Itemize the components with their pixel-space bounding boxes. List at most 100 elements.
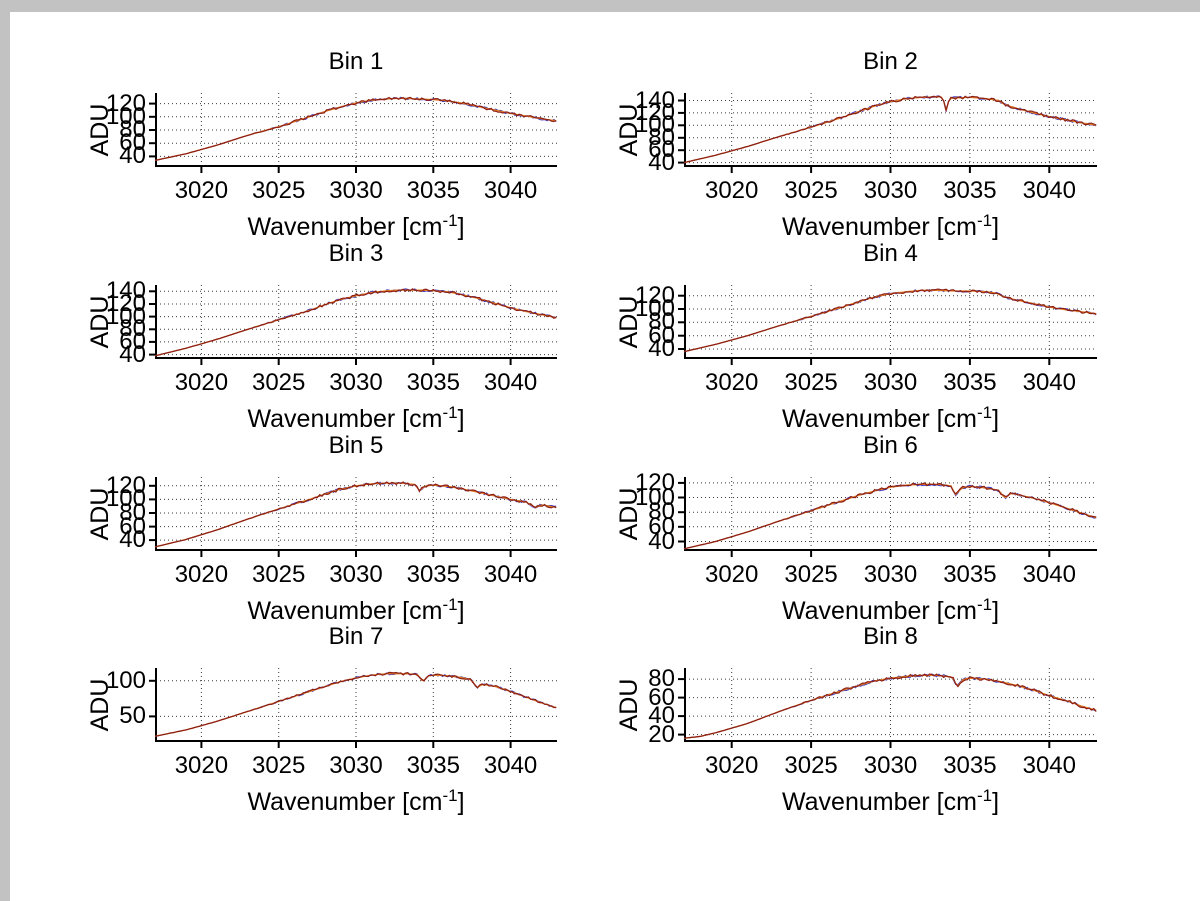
plot-area — [149, 477, 557, 557]
y-tick-label: 40 — [648, 148, 675, 176]
x-axis-label-bracket: ] — [992, 405, 1000, 433]
y-axis-tick-labels: 40 60 80 100 120 140 — [70, 278, 146, 367]
x-axis-label-bracket: ] — [457, 788, 465, 816]
x-tick-label: 3040 — [483, 177, 538, 204]
plot-area — [149, 93, 557, 173]
x-axis-label-superscript: -1 — [976, 403, 993, 422]
spectrum-canvas — [149, 93, 557, 173]
x-tick-label: 3030 — [329, 752, 383, 779]
x-tick-label: 3030 — [863, 752, 918, 779]
subplot-title: Bin 4 — [863, 240, 918, 267]
x-axis-label-text: Wavenumber [cm — [247, 213, 443, 241]
x-axis-label-text: Wavenumber [cm — [247, 405, 443, 433]
y-tick-label: 120 — [105, 471, 146, 499]
window-frame-left — [0, 0, 10, 901]
x-tick-label: 3020 — [704, 369, 759, 396]
x-axis-label-superscript: -1 — [442, 595, 458, 614]
y-tick-label: 100 — [105, 485, 146, 513]
spectrum-canvas — [678, 285, 1097, 365]
y-tick-label: 100 — [105, 302, 146, 330]
plot-area — [149, 668, 557, 748]
x-tick-label: 3035 — [406, 177, 460, 204]
y-tick-label: 120 — [634, 98, 675, 126]
x-axis-label-bracket: ] — [457, 597, 465, 625]
x-axis-label-text: Wavenumber [cm — [781, 213, 977, 241]
y-tick-label: 100 — [105, 666, 146, 694]
x-axis-label: Wavenumber [cm-1] — [155, 397, 557, 433]
x-axis-tick-labels: 3020 3025 3030 3035 3040 — [155, 752, 557, 780]
x-axis-label-bracket: ] — [992, 788, 1000, 816]
x-axis-label: Wavenumber [cm-1] — [155, 205, 557, 241]
y-tick-label: 80 — [648, 665, 675, 693]
x-tick-label: 3025 — [784, 561, 838, 588]
x-axis-label-superscript: -1 — [442, 786, 458, 805]
y-tick-label: 40 — [119, 142, 146, 170]
plot-area — [678, 668, 1097, 748]
x-axis-tick-labels: 3020 3025 3030 3035 3040 — [155, 561, 557, 589]
x-axis-label-superscript: -1 — [976, 786, 993, 805]
x-tick-label: 3035 — [943, 369, 997, 396]
subplot-title: Bin 1 — [328, 48, 384, 75]
y-axis-tick-labels: 40 60 80 100 120 140 — [599, 87, 675, 175]
subplot-title: Bin 3 — [328, 240, 384, 267]
y-tick-label: 120 — [634, 281, 675, 309]
subplot-title: Bin 5 — [328, 432, 384, 459]
y-tick-label: 20 — [648, 720, 675, 748]
x-axis-label-superscript: -1 — [976, 211, 993, 230]
spectrum-canvas — [149, 477, 557, 557]
spectrum-canvas — [678, 93, 1097, 173]
x-axis-label-bracket: ] — [457, 213, 465, 241]
x-axis-label: Wavenumber [cm-1] — [684, 589, 1097, 625]
x-axis-label: Wavenumber [cm-1] — [684, 780, 1097, 816]
x-tick-label: 3040 — [483, 369, 538, 396]
y-axis-tick-labels: 40 60 80 100 120 — [599, 469, 675, 554]
subplot-title: Bin 6 — [863, 432, 918, 459]
y-tick-label: 60 — [648, 321, 675, 349]
x-axis-tick-labels: 3020 3025 3030 3035 3040 — [155, 369, 557, 397]
x-tick-label: 3025 — [251, 177, 306, 204]
x-axis-label: Wavenumber [cm-1] — [684, 205, 1097, 241]
x-tick-label: 3025 — [251, 752, 306, 779]
y-tick-label: 100 — [634, 483, 675, 511]
x-tick-label: 3020 — [704, 752, 759, 779]
x-tick-label: 3020 — [174, 752, 229, 779]
x-tick-label: 3020 — [704, 177, 759, 204]
y-tick-label: 100 — [634, 111, 675, 139]
spectrum-canvas — [678, 668, 1097, 748]
y-tick-label: 100 — [634, 295, 675, 322]
y-tick-label: 50 — [119, 702, 146, 730]
x-axis-label-text: Wavenumber [cm — [781, 597, 977, 625]
x-axis-label-bracket: ] — [992, 213, 1000, 241]
x-tick-label: 3040 — [483, 752, 538, 779]
x-tick-label: 3035 — [406, 561, 460, 588]
y-tick-label: 100 — [105, 102, 146, 130]
x-tick-label: 3040 — [1022, 752, 1076, 779]
x-tick-label: 3020 — [174, 561, 229, 588]
x-tick-label: 3030 — [863, 369, 918, 396]
x-axis-label-bracket: ] — [457, 405, 465, 433]
x-tick-label: 3030 — [863, 561, 918, 588]
x-axis-tick-labels: 3020 3025 3030 3035 3040 — [684, 561, 1097, 589]
x-axis-tick-labels: 3020 3025 3030 3035 3040 — [684, 752, 1097, 780]
x-axis-tick-labels: 3020 3025 3030 3035 3040 — [684, 369, 1097, 397]
y-tick-label: 60 — [119, 512, 146, 540]
y-tick-label: 120 — [105, 89, 146, 117]
x-axis-label: Wavenumber [cm-1] — [155, 780, 557, 816]
subplot-title: Bin 8 — [863, 623, 918, 650]
x-tick-label: 3040 — [1022, 177, 1076, 204]
x-tick-label: 3020 — [174, 177, 229, 204]
y-tick-label: 40 — [119, 526, 146, 554]
y-tick-label: 40 — [648, 702, 675, 730]
x-tick-label: 3025 — [784, 369, 838, 396]
y-axis-tick-labels: 20 40 60 80 — [599, 665, 675, 747]
y-tick-label: 40 — [119, 340, 146, 368]
plot-area — [678, 93, 1097, 173]
y-tick-label: 120 — [634, 468, 675, 496]
x-axis-label-superscript: -1 — [442, 403, 458, 422]
x-tick-label: 3025 — [784, 177, 838, 204]
x-tick-label: 3035 — [943, 177, 997, 204]
x-axis-label-text: Wavenumber [cm — [781, 788, 977, 816]
y-tick-label: 60 — [648, 512, 675, 540]
x-axis-tick-labels: 3020 3025 3030 3035 3040 — [155, 177, 557, 205]
